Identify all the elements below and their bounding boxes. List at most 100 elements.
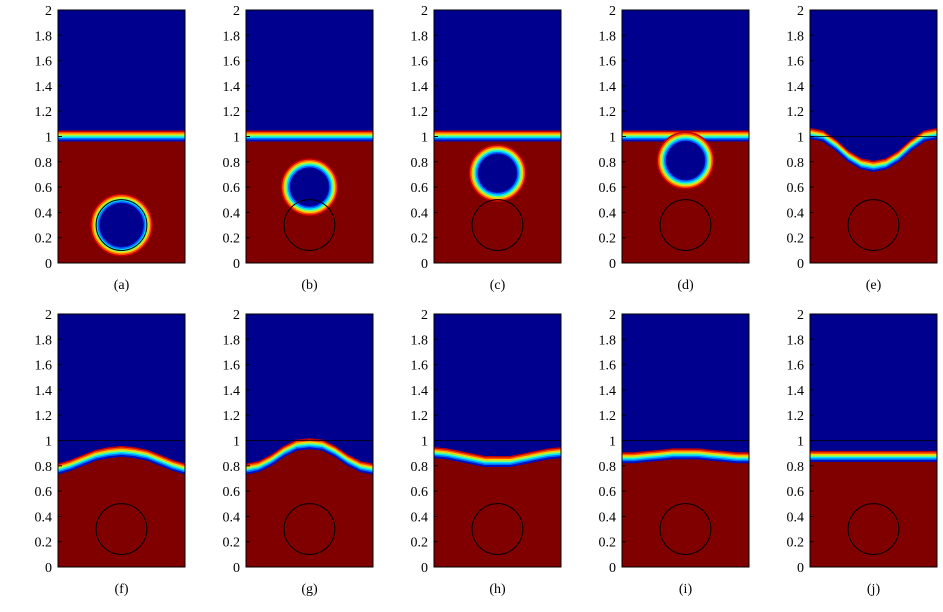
y-tick-label: 0.4 [223, 206, 241, 221]
interface-band [434, 447, 561, 458]
bubble-band [664, 139, 707, 182]
bubble-band [656, 131, 715, 190]
bubble [666, 141, 705, 180]
y-tick-label: 1.2 [599, 409, 617, 424]
y-tick-label: 1.8 [411, 29, 429, 44]
initial-bubble-outline [659, 503, 712, 555]
interface-band [622, 452, 749, 459]
y-tick-label: 0.6 [223, 181, 241, 196]
y-tick-label: 0.2 [35, 232, 53, 247]
y-tick-label: 0 [233, 561, 240, 576]
panel-label: (d) [677, 278, 694, 293]
panel-label: (i) [679, 582, 693, 597]
bubble-band [468, 144, 527, 203]
y-tick-label: 1.6 [35, 55, 53, 70]
interface-band [58, 451, 185, 472]
initial-bubble-outline [471, 503, 524, 555]
panel-j: 0 0.2 0.4 0.6 0.8 1 1.2 1.4 1.6 1.8 2 (j) [787, 308, 938, 597]
y-tick-label: 0 [609, 561, 616, 576]
bubble [100, 203, 143, 247]
panel-label: (b) [301, 278, 318, 293]
interface-band [810, 129, 937, 165]
y-tick-label: 1.6 [35, 359, 53, 374]
y-tick-label: 2 [609, 4, 616, 19]
plot-area [622, 10, 749, 263]
y-tick-label: 1.8 [223, 29, 241, 44]
y-tick-label: 1.8 [599, 29, 617, 44]
interface-band [434, 456, 561, 467]
interface-band [58, 445, 185, 466]
interface-band [810, 134, 937, 169]
y-tick-label: 0.6 [35, 181, 53, 196]
panel-g: 0 0.2 0.4 0.6 0.8 1 1.2 1.4 1.6 1.8 2 (g) [223, 308, 374, 597]
y-tick-label: 1.4 [35, 80, 53, 95]
plot-area [810, 10, 937, 263]
panel-label: (c) [490, 278, 506, 293]
y-tick-label: 1.6 [223, 359, 241, 374]
interface-band [434, 448, 561, 460]
y-tick-label: 2 [233, 308, 240, 323]
y-tick-label: 2 [797, 308, 804, 323]
y-tick-label: 1 [609, 131, 616, 146]
y-tick-label: 0 [45, 561, 52, 576]
interface-band [58, 450, 185, 471]
y-tick-label: 0.2 [35, 536, 53, 551]
bubble [478, 154, 517, 193]
bubble-band [280, 158, 339, 216]
y-tick-label: 0.4 [787, 510, 805, 525]
y-tick-label: 1.8 [35, 29, 53, 44]
y-tick-label: 1 [421, 131, 428, 146]
y-tick-label: 1.8 [599, 333, 617, 348]
bubble-band [662, 137, 709, 184]
bubble-band [90, 193, 153, 257]
y-tick-label: 0.4 [35, 206, 53, 221]
y-tick-label: 2 [797, 4, 804, 19]
y-tick-label: 1.4 [35, 384, 53, 399]
y-tick-label: 0.4 [599, 206, 617, 221]
y-tick-label: 1.2 [223, 409, 241, 424]
interface-band [434, 450, 561, 461]
y-tick-label: 0.6 [787, 485, 805, 500]
y-tick-label: 0.8 [411, 460, 429, 475]
y-tick-label: 1.6 [599, 55, 617, 70]
y-tick-label: 0 [797, 561, 804, 576]
interface-band [246, 447, 373, 475]
y-tick-label: 1.4 [223, 80, 241, 95]
y-tick-label: 0.2 [223, 536, 241, 551]
y-tick-label: 0.6 [35, 485, 53, 500]
bubble-band [658, 133, 713, 188]
panel-h: 0 0.2 0.4 0.6 0.8 1 1.2 1.4 1.6 1.8 2 (h) [411, 308, 562, 597]
y-tick-label: 0.4 [411, 206, 429, 221]
y-tick-label: 1.4 [787, 384, 805, 399]
bubble-band [473, 148, 522, 198]
y-tick-label: 0.2 [223, 232, 241, 247]
initial-bubble-outline [95, 503, 148, 555]
interface-band [58, 447, 185, 468]
interface-band [810, 135, 937, 171]
y-tick-label: 0.6 [411, 485, 429, 500]
interface-band [622, 457, 749, 464]
y-tick-label: 1 [233, 435, 240, 450]
y-tick-label: 0 [233, 257, 240, 272]
plot-area [246, 314, 373, 567]
y-tick-label: 0 [421, 561, 428, 576]
interface-band [622, 454, 749, 461]
y-tick-label: 1 [45, 435, 52, 450]
y-tick-label: 2 [45, 308, 52, 323]
y-tick-label: 0.2 [411, 232, 429, 247]
y-tick-label: 0.2 [787, 232, 805, 247]
interface-band [810, 131, 937, 166]
y-tick-label: 2 [45, 4, 52, 19]
y-tick-label: 0 [45, 257, 52, 272]
panel-f: 0 0.2 0.4 0.6 0.8 1 1.2 1.4 1.6 1.8 2 (f) [35, 308, 186, 597]
y-tick-label: 1.6 [787, 55, 805, 70]
interface-band [622, 448, 749, 455]
bubble-band [286, 164, 333, 210]
initial-bubble-outline [847, 503, 900, 555]
y-tick-label: 1.2 [411, 409, 429, 424]
bubble-band [661, 136, 710, 185]
y-tick-label: 1.8 [223, 333, 241, 348]
interface-band [246, 441, 373, 469]
y-tick-label: 1.2 [599, 105, 617, 120]
